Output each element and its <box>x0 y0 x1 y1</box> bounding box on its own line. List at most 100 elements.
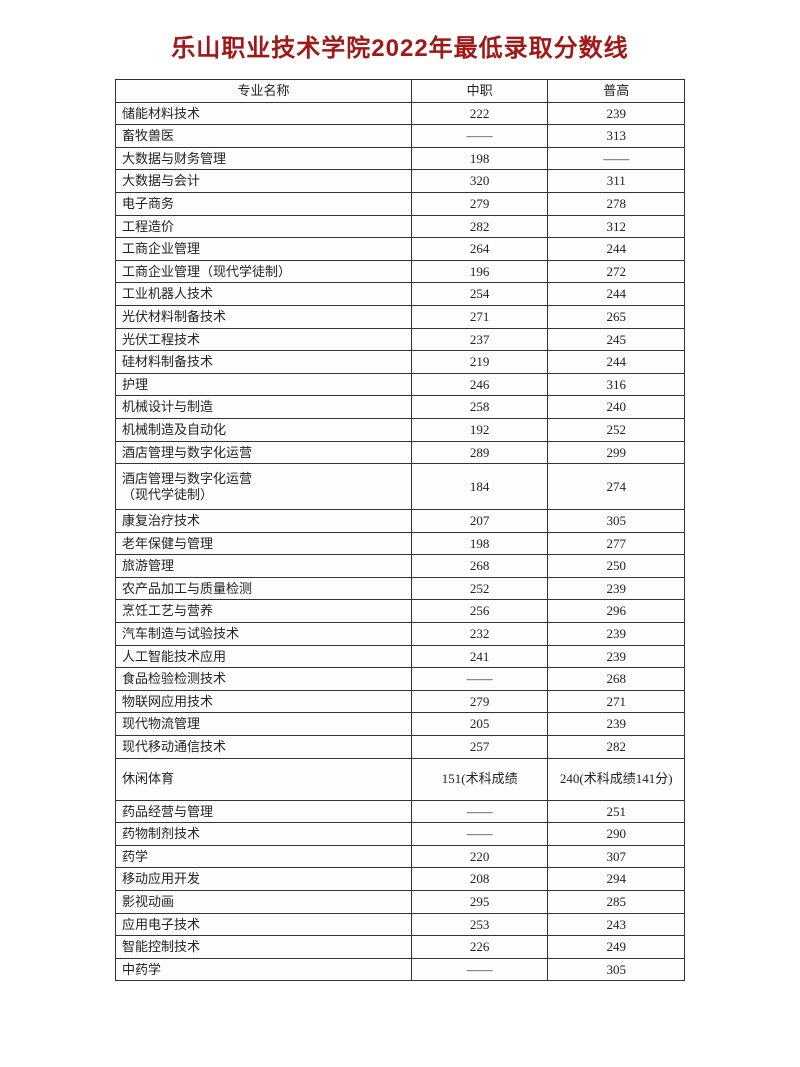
cell-pugao: 239 <box>548 713 685 736</box>
cell-zhongzhi: 196 <box>411 260 548 283</box>
cell-zhongzhi: 198 <box>411 532 548 555</box>
cell-pugao: 274 <box>548 464 685 510</box>
cell-pugao: 239 <box>548 645 685 668</box>
cell-major-name: 工业机器人技术 <box>116 283 412 306</box>
cell-zhongzhi: 268 <box>411 555 548 578</box>
cell-zhongzhi: 254 <box>411 283 548 306</box>
table-row: 康复治疗技术207305 <box>116 510 685 533</box>
score-table: 专业名称 中职 普高 储能材料技术222239畜牧兽医——313大数据与财务管理… <box>115 79 685 981</box>
table-row: 中药学——305 <box>116 958 685 981</box>
table-row: 畜牧兽医——313 <box>116 125 685 148</box>
table-row: 影视动画295285 <box>116 891 685 914</box>
cell-pugao: 268 <box>548 668 685 691</box>
cell-major-name: 工商企业管理（现代学徒制） <box>116 260 412 283</box>
table-row: 药学220307 <box>116 845 685 868</box>
cell-major-name: 汽车制造与试验技术 <box>116 623 412 646</box>
cell-major-name: 应用电子技术 <box>116 913 412 936</box>
cell-pugao: 278 <box>548 192 685 215</box>
table-row: 工商企业管理264244 <box>116 238 685 261</box>
table-row: 光伏工程技术237245 <box>116 328 685 351</box>
cell-major-name: 护理 <box>116 373 412 396</box>
cell-zhongzhi: —— <box>411 668 548 691</box>
cell-zhongzhi: 184 <box>411 464 548 510</box>
cell-major-name: 人工智能技术应用 <box>116 645 412 668</box>
cell-pugao: 282 <box>548 736 685 759</box>
table-row: 旅游管理268250 <box>116 555 685 578</box>
table-row: 现代移动通信技术257282 <box>116 736 685 759</box>
cell-zhongzhi: 151(术科成绩 <box>411 758 548 800</box>
table-row: 食品检验检测技术——268 <box>116 668 685 691</box>
table-row: 应用电子技术253243 <box>116 913 685 936</box>
cell-zhongzhi: 208 <box>411 868 548 891</box>
header-name: 专业名称 <box>116 80 412 103</box>
cell-zhongzhi: 232 <box>411 623 548 646</box>
cell-zhongzhi: 192 <box>411 418 548 441</box>
cell-zhongzhi: 320 <box>411 170 548 193</box>
cell-major-name: 药物制剂技术 <box>116 823 412 846</box>
table-row: 休闲体育151(术科成绩240(术科成绩141分) <box>116 758 685 800</box>
cell-zhongzhi: 264 <box>411 238 548 261</box>
table-row: 酒店管理与数字化运营（现代学徒制）184274 <box>116 464 685 510</box>
page: 乐山职业技术学院2022年最低录取分数线 专业名称 中职 普高 储能材料技术22… <box>0 0 800 1001</box>
table-row: 现代物流管理205239 <box>116 713 685 736</box>
cell-pugao: 305 <box>548 958 685 981</box>
table-row: 人工智能技术应用241239 <box>116 645 685 668</box>
cell-pugao: 244 <box>548 351 685 374</box>
cell-major-name: 影视动画 <box>116 891 412 914</box>
cell-pugao: 239 <box>548 102 685 125</box>
cell-zhongzhi: 257 <box>411 736 548 759</box>
cell-zhongzhi: 295 <box>411 891 548 914</box>
cell-major-name: 现代物流管理 <box>116 713 412 736</box>
cell-zhongzhi: 246 <box>411 373 548 396</box>
cell-pugao: 251 <box>548 800 685 823</box>
cell-pugao: 244 <box>548 238 685 261</box>
table-row: 大数据与会计320311 <box>116 170 685 193</box>
cell-pugao: 244 <box>548 283 685 306</box>
table-row: 物联网应用技术279271 <box>116 690 685 713</box>
table-row: 工商企业管理（现代学徒制）196272 <box>116 260 685 283</box>
cell-major-name: 食品检验检测技术 <box>116 668 412 691</box>
table-row: 智能控制技术226249 <box>116 936 685 959</box>
cell-pugao: 243 <box>548 913 685 936</box>
cell-pugao: 296 <box>548 600 685 623</box>
cell-major-name: 储能材料技术 <box>116 102 412 125</box>
header-col1: 中职 <box>411 80 548 103</box>
cell-pugao: 277 <box>548 532 685 555</box>
table-row: 移动应用开发208294 <box>116 868 685 891</box>
table-row: 机械设计与制造258240 <box>116 396 685 419</box>
cell-major-name: 硅材料制备技术 <box>116 351 412 374</box>
cell-major-name: 农产品加工与质量检测 <box>116 577 412 600</box>
cell-zhongzhi: 253 <box>411 913 548 936</box>
cell-pugao: 294 <box>548 868 685 891</box>
table-row: 护理246316 <box>116 373 685 396</box>
cell-major-name: 药学 <box>116 845 412 868</box>
cell-zhongzhi: 241 <box>411 645 548 668</box>
cell-major-name: 机械制造及自动化 <box>116 418 412 441</box>
cell-zhongzhi: 237 <box>411 328 548 351</box>
cell-pugao: 307 <box>548 845 685 868</box>
cell-major-name: 酒店管理与数字化运营（现代学徒制） <box>116 464 412 510</box>
cell-major-name: 工程造价 <box>116 215 412 238</box>
cell-zhongzhi: 256 <box>411 600 548 623</box>
cell-pugao: 312 <box>548 215 685 238</box>
cell-pugao: 311 <box>548 170 685 193</box>
table-row: 机械制造及自动化192252 <box>116 418 685 441</box>
cell-major-name: 康复治疗技术 <box>116 510 412 533</box>
cell-major-name: 旅游管理 <box>116 555 412 578</box>
cell-zhongzhi: 258 <box>411 396 548 419</box>
table-row: 大数据与财务管理198—— <box>116 147 685 170</box>
cell-major-name: 休闲体育 <box>116 758 412 800</box>
cell-major-name: 移动应用开发 <box>116 868 412 891</box>
page-title: 乐山职业技术学院2022年最低录取分数线 <box>115 28 685 63</box>
header-col2: 普高 <box>548 80 685 103</box>
cell-pugao: 313 <box>548 125 685 148</box>
table-row: 储能材料技术222239 <box>116 102 685 125</box>
cell-major-name: 烹饪工艺与营养 <box>116 600 412 623</box>
cell-pugao: 245 <box>548 328 685 351</box>
cell-zhongzhi: 271 <box>411 305 548 328</box>
cell-major-name: 光伏材料制备技术 <box>116 305 412 328</box>
cell-pugao: 240 <box>548 396 685 419</box>
cell-zhongzhi: —— <box>411 125 548 148</box>
cell-zhongzhi: 220 <box>411 845 548 868</box>
cell-major-name: 电子商务 <box>116 192 412 215</box>
